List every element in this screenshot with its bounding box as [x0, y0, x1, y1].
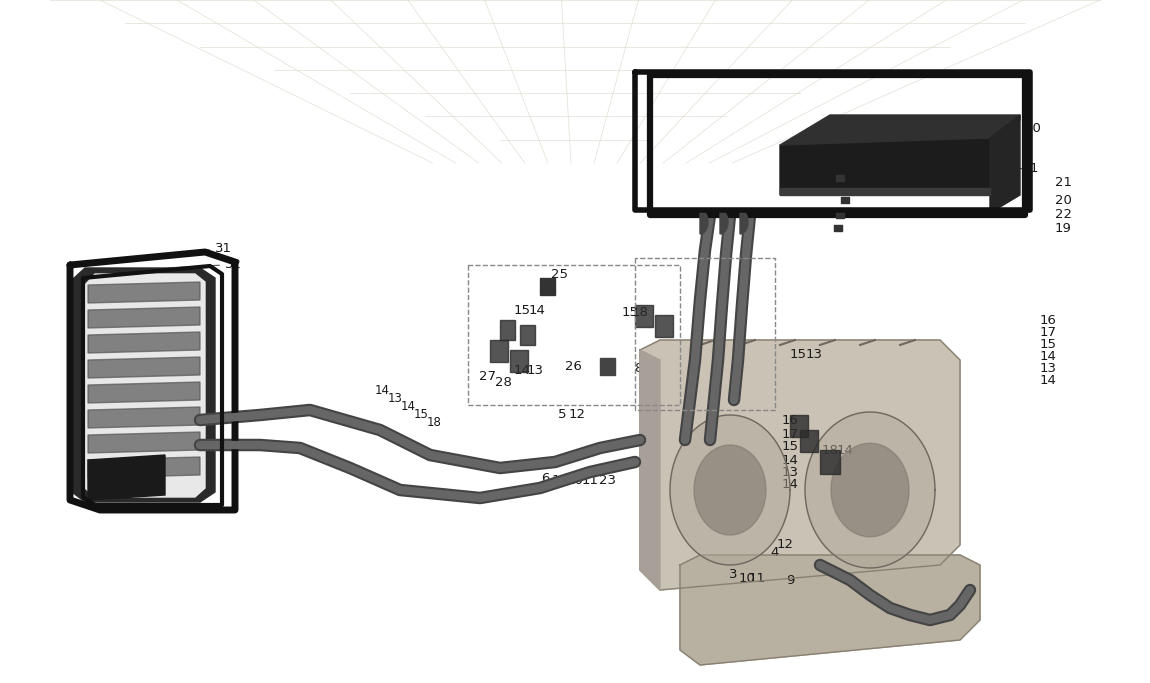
Text: 13: 13: [782, 466, 798, 479]
Polygon shape: [490, 340, 508, 362]
Text: 15: 15: [1040, 337, 1057, 350]
Text: 15: 15: [514, 303, 530, 316]
Polygon shape: [89, 457, 200, 478]
Text: 15: 15: [790, 348, 806, 361]
Text: 15: 15: [621, 305, 638, 318]
Text: 14: 14: [782, 477, 798, 490]
Text: 2: 2: [125, 448, 138, 461]
Polygon shape: [780, 115, 1020, 145]
Polygon shape: [831, 443, 908, 537]
Text: 14: 14: [836, 443, 853, 456]
Text: 12: 12: [552, 473, 568, 486]
Text: 9: 9: [785, 574, 795, 587]
Polygon shape: [700, 210, 708, 234]
Polygon shape: [670, 415, 790, 565]
Polygon shape: [509, 350, 528, 372]
Polygon shape: [89, 282, 200, 303]
Polygon shape: [600, 358, 615, 375]
Text: 14: 14: [782, 454, 798, 466]
Polygon shape: [89, 455, 164, 500]
Text: 13: 13: [718, 208, 735, 221]
Text: 14: 14: [1040, 374, 1057, 387]
Text: 28: 28: [494, 376, 512, 389]
Polygon shape: [89, 432, 200, 453]
Text: 20: 20: [1055, 193, 1072, 206]
Polygon shape: [780, 138, 990, 195]
Text: 29: 29: [125, 482, 147, 495]
Text: 13: 13: [527, 363, 544, 376]
Polygon shape: [739, 210, 748, 234]
Polygon shape: [720, 210, 728, 234]
Polygon shape: [89, 357, 200, 378]
Text: 14: 14: [1040, 350, 1057, 363]
Polygon shape: [641, 340, 960, 590]
Text: 31: 31: [163, 242, 232, 255]
Text: 12: 12: [568, 408, 585, 421]
Text: 17: 17: [782, 428, 798, 441]
Text: 18: 18: [631, 305, 649, 318]
Text: 13: 13: [388, 391, 402, 404]
Polygon shape: [693, 445, 766, 535]
Text: 16: 16: [782, 413, 798, 426]
Text: 22: 22: [1055, 208, 1072, 221]
Text: 24: 24: [598, 359, 615, 372]
Text: 1: 1: [873, 162, 1038, 175]
Polygon shape: [635, 305, 653, 327]
Polygon shape: [520, 325, 535, 345]
Polygon shape: [780, 188, 990, 195]
Text: 6: 6: [540, 471, 550, 484]
Text: 3: 3: [729, 568, 737, 581]
Text: 15: 15: [414, 408, 429, 421]
Text: 23: 23: [598, 473, 615, 486]
Polygon shape: [800, 430, 818, 452]
Text: 15: 15: [782, 439, 798, 453]
Polygon shape: [990, 115, 1020, 213]
Polygon shape: [540, 278, 555, 295]
Text: 27: 27: [480, 370, 497, 383]
Text: 14: 14: [375, 383, 390, 397]
Text: 8: 8: [634, 361, 642, 374]
Text: 11: 11: [749, 572, 766, 585]
Text: 4: 4: [770, 546, 780, 559]
Polygon shape: [656, 315, 673, 337]
Text: 26: 26: [565, 361, 582, 374]
Polygon shape: [680, 555, 980, 665]
Polygon shape: [89, 307, 200, 328]
Text: 18: 18: [427, 415, 442, 428]
Polygon shape: [89, 407, 200, 428]
Text: 21: 21: [1055, 176, 1072, 189]
Text: 13: 13: [805, 348, 822, 361]
Polygon shape: [85, 274, 205, 497]
Text: 25: 25: [552, 268, 568, 281]
Text: 30: 30: [1007, 122, 1042, 139]
Polygon shape: [820, 450, 840, 474]
Text: 11: 11: [582, 473, 598, 486]
Text: 14: 14: [739, 208, 757, 221]
Polygon shape: [790, 415, 808, 437]
Text: 7: 7: [130, 413, 138, 426]
Polygon shape: [641, 350, 660, 590]
Text: 14: 14: [529, 303, 545, 316]
Text: 10: 10: [738, 572, 756, 585]
Text: 12: 12: [776, 538, 793, 551]
Text: 16: 16: [1040, 313, 1057, 326]
Polygon shape: [89, 382, 200, 403]
Polygon shape: [805, 412, 935, 568]
Text: 5: 5: [558, 408, 566, 421]
Text: 14: 14: [401, 400, 416, 413]
Text: 19: 19: [1055, 221, 1072, 234]
Text: 10: 10: [567, 473, 583, 486]
Text: 13: 13: [1040, 361, 1057, 374]
Text: 14: 14: [695, 208, 712, 221]
Polygon shape: [89, 332, 200, 353]
Text: 17: 17: [1040, 326, 1057, 339]
Polygon shape: [500, 320, 515, 340]
Text: 32: 32: [168, 258, 242, 271]
Text: 18: 18: [821, 443, 838, 456]
Text: 14: 14: [514, 363, 530, 376]
Polygon shape: [72, 268, 215, 502]
